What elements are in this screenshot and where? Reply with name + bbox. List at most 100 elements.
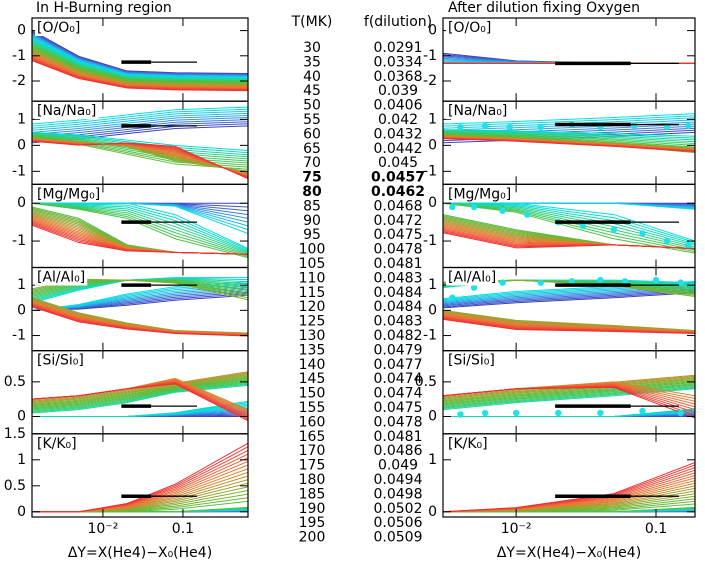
y-tick-label: 0 [428,302,437,318]
panel-label: [K/K₀] [37,436,77,452]
temperature: 185 [299,486,326,502]
curve [443,115,695,127]
panel-label: [Mg/Mg₀] [448,186,511,202]
panel-label: [Mg/Mg₀] [37,186,100,202]
panel-label-bg [446,269,499,286]
observed-dot [597,409,604,417]
x-tick-label: 10⁻² [501,521,532,537]
y-tick-label: -2 [12,73,26,89]
dilution: 0.0472 [374,213,423,229]
panel [32,371,248,422]
observed-dot [499,279,506,286]
y-tick-label: -1 [12,163,26,179]
y-tick-label: 1.5 [4,426,26,442]
observed-dot [470,203,478,211]
side-title: After dilution fixing Oxygen [448,0,640,16]
y-tick-label: -1 [423,233,437,249]
temperature: 100 [299,242,326,258]
curve [32,376,248,406]
y-tick-label: -1 [423,163,437,179]
panel-label-bg [35,352,86,369]
dilution: 0.0481 [374,429,423,445]
x-tick-label: 0.1 [172,521,194,537]
temperature: 135 [299,342,326,358]
temperature: 95 [303,227,321,243]
dilution: 0.0462 [371,184,425,200]
dilution: 0.0368 [374,69,423,85]
observed-dot [555,409,562,417]
curve [443,202,695,245]
panel [443,113,695,154]
temperature: 50 [303,98,321,114]
observed-dot [537,279,544,286]
y-tick-label: 0 [17,409,26,425]
temperature: 130 [299,328,326,344]
temperature: 70 [303,155,321,171]
x-tick-label: 10⁻² [87,521,118,537]
observed-dot [457,411,464,418]
observed-dot [639,230,646,237]
curve [32,202,248,250]
dilution: 0.0474 [374,386,423,402]
curve [32,202,248,259]
x-axis-label: ΔY=X(He4)−X₀(He4) [497,545,641,561]
curve [32,375,248,405]
curve [32,377,248,407]
dilution: 0.042 [378,112,418,128]
curve [32,380,248,410]
observed-dot [449,294,456,301]
dilution: 0.0483 [374,314,423,330]
y-tick-label: 1 [428,111,437,127]
y-tick-label: 0 [428,195,437,211]
dilution: 0.039 [378,83,418,99]
temperature: 30 [303,40,321,56]
temperature: 45 [303,83,321,99]
curve [32,58,248,91]
temperature: 195 [299,515,326,531]
observed-dot [631,122,638,130]
curve [443,289,695,307]
curve [443,202,695,248]
dilution: 0.0478 [374,414,423,430]
dilution: 0.0432 [374,126,423,142]
temperature: 40 [303,69,321,85]
dilution: 0.0406 [374,98,423,114]
y-tick-label: 1 [428,277,437,293]
panel-label: [Si/Si₀] [448,353,495,369]
curve [32,132,248,154]
dilution: 0.0475 [374,400,423,416]
observed-dot [663,123,671,131]
observed-dot [481,122,489,130]
y-tick-label: 0 [17,137,26,153]
curve [443,131,695,146]
panel-label: [Na/Na₀] [448,103,507,119]
y-tick-label: 0 [428,504,437,520]
temperature: 160 [299,414,326,430]
curve [443,138,695,153]
dilution: 0.0502 [374,501,423,517]
curve [32,60,248,92]
curve [443,461,695,513]
panel-frame [442,433,696,518]
y-tick-label: 0.5 [415,374,437,390]
temperature: 165 [299,429,326,445]
curve [443,292,695,309]
y-tick-label: 0.5 [4,374,26,390]
dilution: 0.0481 [374,256,423,272]
y-tick-label: 0.5 [4,478,26,494]
curve [443,318,695,335]
temperature: 125 [299,314,326,330]
temperature: 65 [303,141,321,157]
dilution: 0.0291 [374,40,423,56]
panel-label-bg [35,20,83,36]
temperature: 200 [299,530,326,546]
curve [443,381,695,403]
temperature: 155 [299,400,326,416]
y-tick-label: 1 [17,452,26,468]
temperature: 145 [299,371,326,387]
panel-label-bg [446,352,497,369]
x-tick-label: 0.1 [645,521,667,537]
curve [443,113,695,125]
curve [32,202,248,256]
